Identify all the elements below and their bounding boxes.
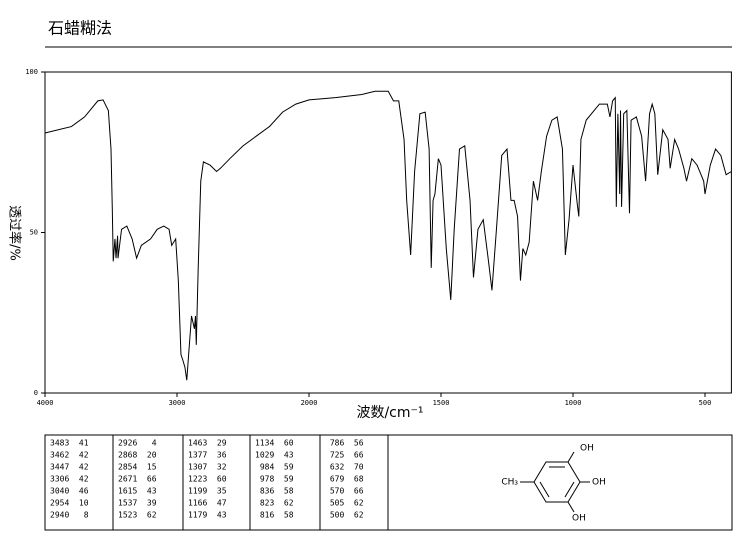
table-cell: 984 59 xyxy=(255,463,294,472)
x-tick-label: 4000 xyxy=(37,399,54,407)
table-cell: 679 68 xyxy=(325,475,364,484)
y-tick-label: 50 xyxy=(30,229,38,237)
table-cell: 1199 35 xyxy=(188,487,227,496)
table-cell: 786 56 xyxy=(325,439,364,448)
table-cell: 1029 43 xyxy=(255,451,294,460)
y-axis-label: 透过率/% xyxy=(7,205,23,261)
table-cell: 3040 46 xyxy=(50,487,89,496)
table-cell: 1537 39 xyxy=(118,499,157,508)
table-cell: 978 59 xyxy=(255,475,294,484)
table-cell: 632 70 xyxy=(325,463,364,472)
table-cell: 823 62 xyxy=(255,499,294,508)
table-cell: 1307 32 xyxy=(188,463,227,472)
x-axis-label: 波数/cm⁻¹ xyxy=(356,405,423,421)
table-cell: 3462 42 xyxy=(50,451,89,460)
table-cell: 1166 47 xyxy=(188,499,227,508)
structure xyxy=(520,451,590,513)
table-cell: 836 58 xyxy=(255,487,294,496)
x-tick-label: 3000 xyxy=(169,399,186,407)
table-cell: 1179 43 xyxy=(188,511,227,520)
table-cell: 1223 60 xyxy=(188,475,227,484)
table-cell: 2954 10 xyxy=(50,499,89,508)
structure-label: OH xyxy=(580,444,594,454)
x-tick-label: 500 xyxy=(699,399,712,407)
structure-label: OH xyxy=(592,478,606,488)
x-tick-label: 2000 xyxy=(301,399,318,407)
table-cell: 505 62 xyxy=(325,499,364,508)
plot-frame xyxy=(44,71,732,394)
structure-label: CH₃ xyxy=(501,478,518,488)
table-cell: 2854 15 xyxy=(118,463,157,472)
table-cell: 2926 4 xyxy=(118,439,157,448)
table-cell: 2671 66 xyxy=(118,475,157,484)
table-cell: 2940 8 xyxy=(50,511,89,520)
table-cell: 1377 36 xyxy=(188,451,227,460)
table-cell: 725 66 xyxy=(325,451,364,460)
x-tick-label: 1000 xyxy=(565,399,582,407)
table-cell: 1463 29 xyxy=(188,439,227,448)
table-cell: 3483 41 xyxy=(50,439,89,448)
x-tick-label: 1500 xyxy=(433,399,450,407)
table-cell: 570 66 xyxy=(325,487,364,496)
y-tick-label: 0 xyxy=(34,389,38,397)
table-cell: 2868 20 xyxy=(118,451,157,460)
table-cell: 816 58 xyxy=(255,511,294,520)
table-cell: 1615 43 xyxy=(118,487,157,496)
table-cell: 1523 62 xyxy=(118,511,157,520)
table-cell: 500 62 xyxy=(325,511,364,520)
structure-label: OH xyxy=(572,514,586,524)
spectrum-line xyxy=(44,90,732,381)
table-cell: 3306 42 xyxy=(50,475,89,484)
y-tick-label: 100 xyxy=(25,68,38,76)
table-cell: 1134 60 xyxy=(255,439,294,448)
title: 石蜡糊法 xyxy=(48,19,112,38)
table-cell: 3447 42 xyxy=(50,463,89,472)
